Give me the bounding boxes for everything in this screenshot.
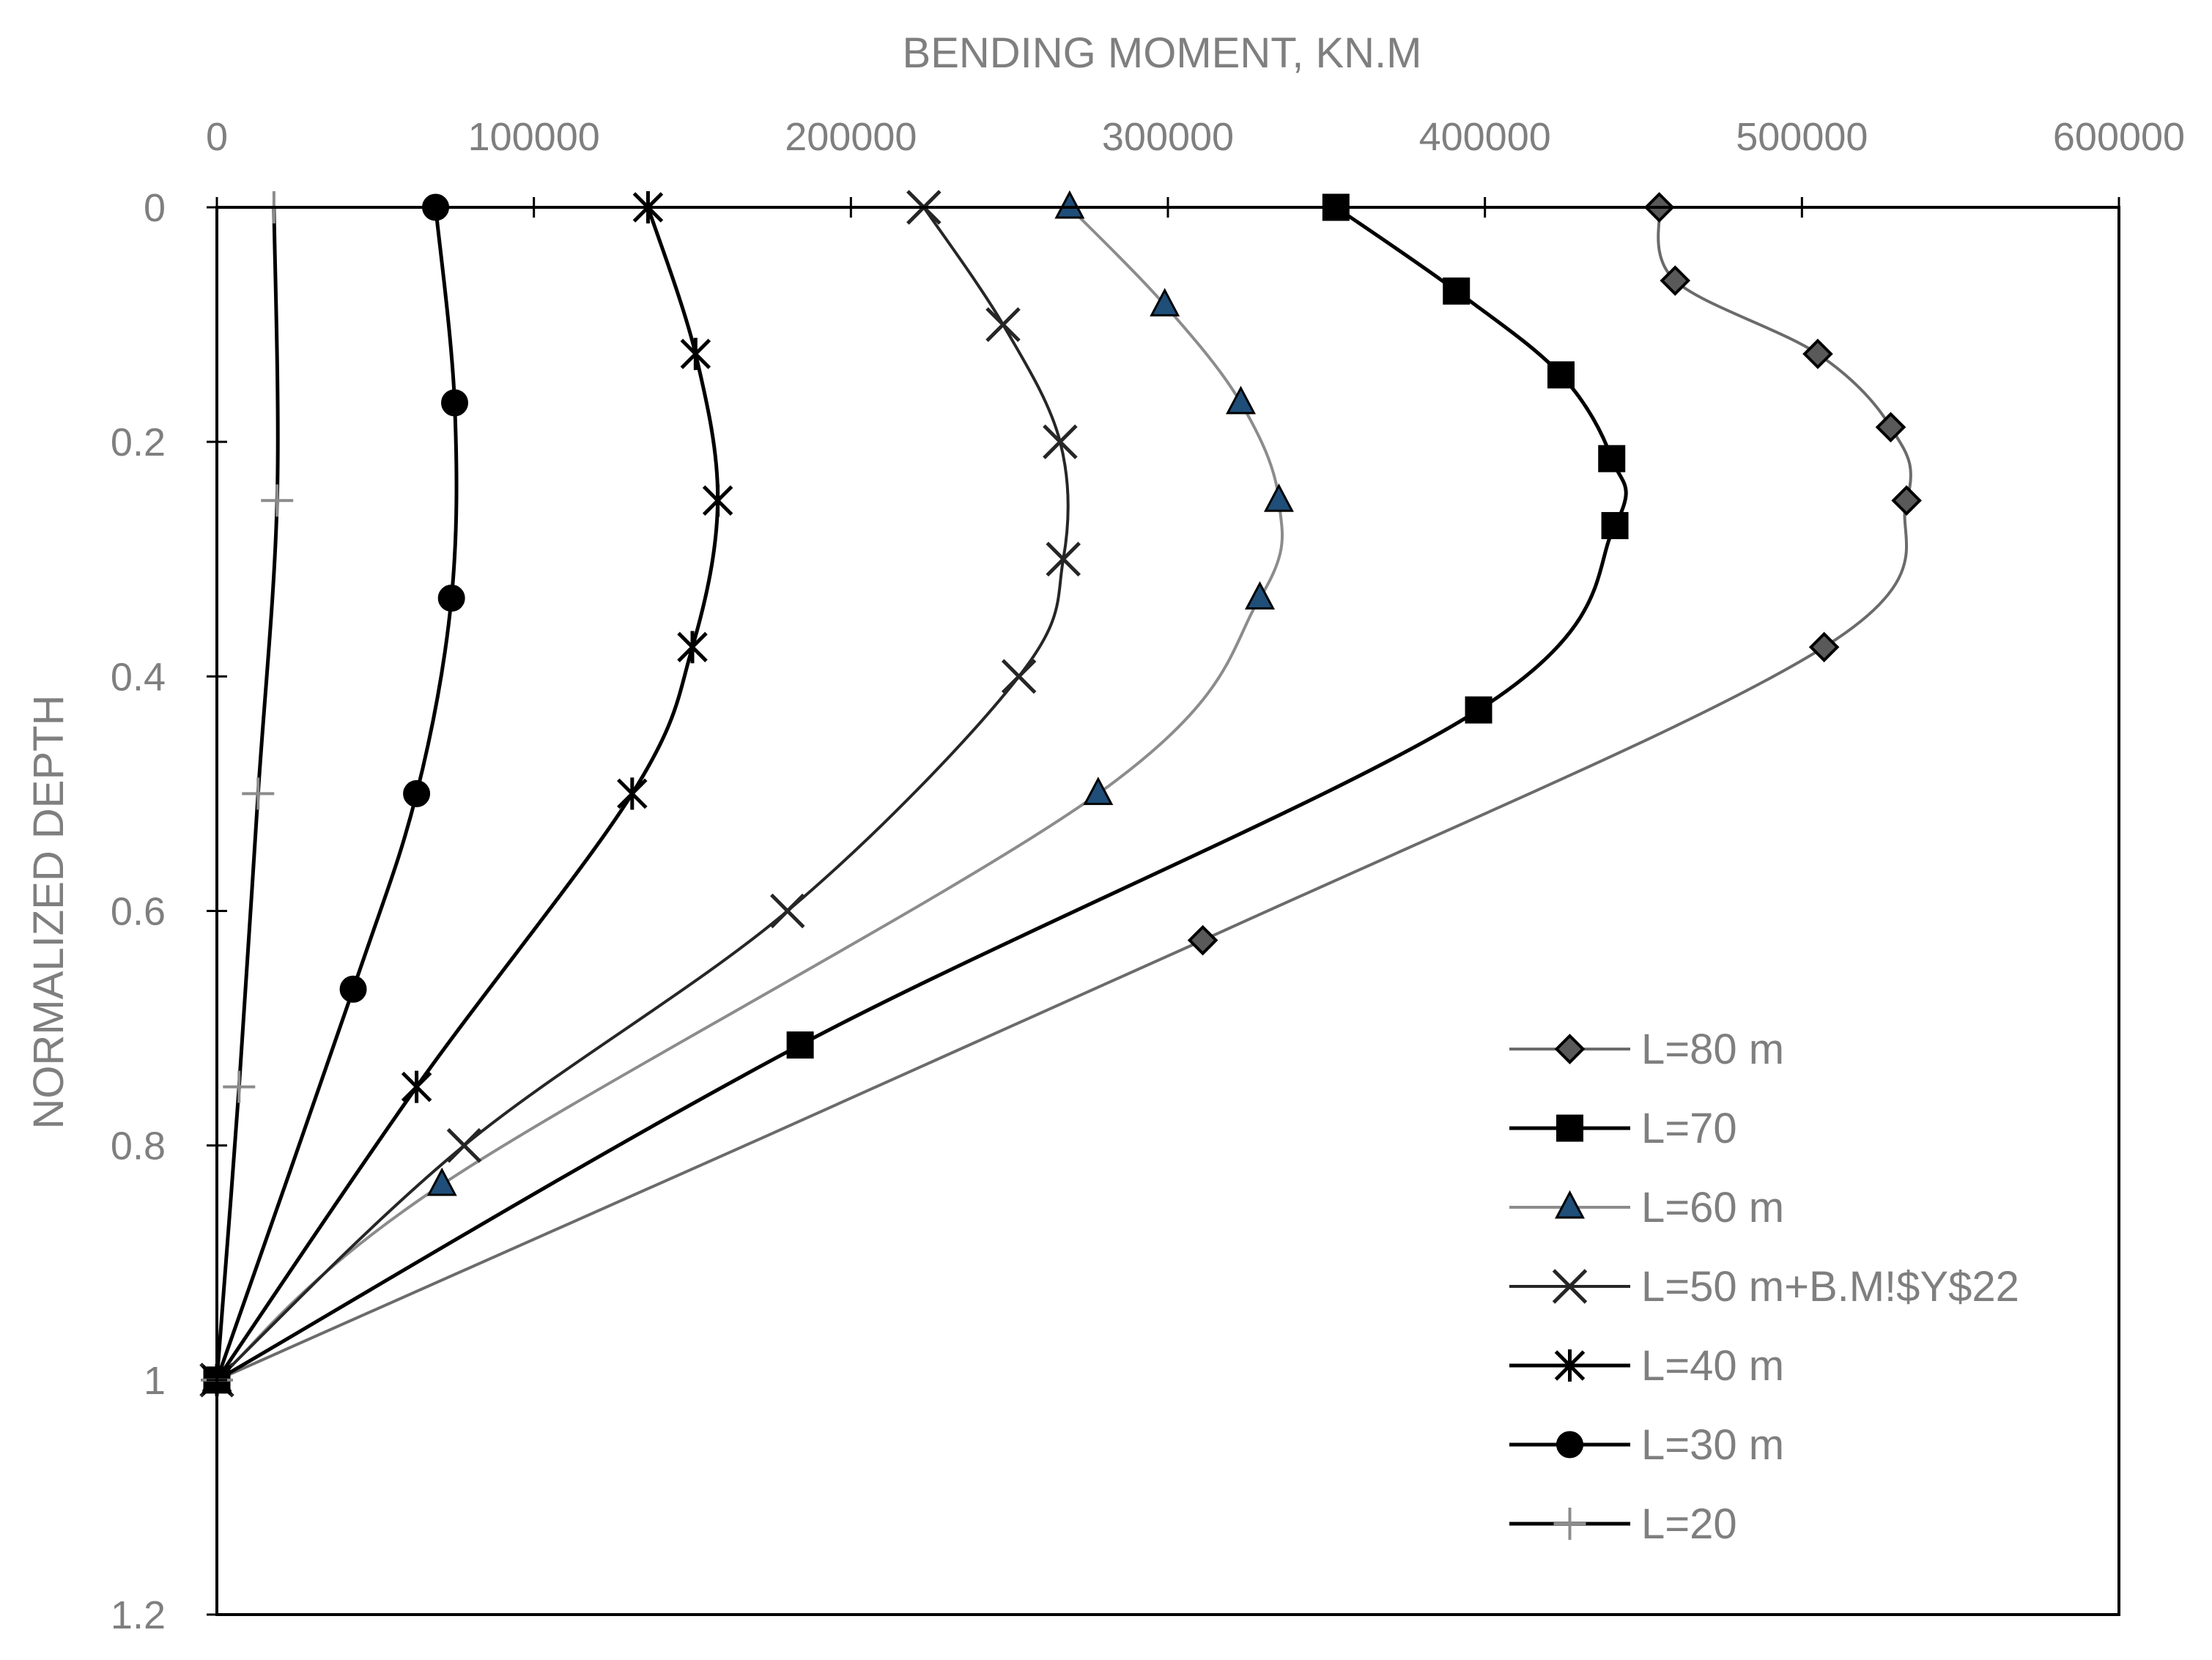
data-point — [1598, 445, 1626, 473]
x-tick-label: 300000 — [1102, 115, 1234, 159]
legend-label: L=70 — [1641, 1105, 1737, 1152]
x-tick-label: 400000 — [1419, 115, 1551, 159]
legend-swatch-marker — [1553, 1508, 1586, 1540]
y-axis-title: NORMALIZED DEPTH — [25, 695, 73, 1130]
marker-stroke — [770, 893, 805, 929]
x-tick-label: 200000 — [785, 115, 917, 159]
legend-item: L=30 m — [1509, 1421, 1784, 1469]
marker-stroke — [985, 307, 1021, 342]
data-point — [339, 975, 367, 1003]
legend-swatch-marker — [1555, 1190, 1585, 1219]
series-line — [216, 207, 1912, 1382]
y-tick-label: 0.6 — [111, 890, 166, 934]
series-group — [203, 193, 1629, 1394]
legend-swatch-marker — [1556, 1431, 1583, 1459]
axes-layer: 0 100000 200000 300000 400000 500000 600000 0 0.… — [111, 115, 2185, 1637]
marker-stroke — [1001, 659, 1037, 694]
series-line — [215, 207, 720, 1382]
data-point — [437, 585, 465, 612]
data-point — [1891, 485, 1922, 516]
data-point — [441, 389, 468, 417]
y-tick-label: 0.2 — [111, 420, 166, 464]
legend-label: L=40 m — [1641, 1342, 1784, 1390]
data-point — [401, 1070, 432, 1103]
legend-item: L=60 m — [1509, 1184, 1784, 1231]
y-tick-label: 0.8 — [111, 1124, 166, 1168]
marker-stroke — [446, 1127, 482, 1163]
legend-item: L=20 — [1509, 1500, 1737, 1548]
data-point — [702, 484, 733, 517]
data-point — [1187, 925, 1218, 956]
data-point — [223, 1070, 256, 1103]
data-point — [617, 777, 648, 810]
series-line — [215, 205, 1628, 1382]
y-tick-label: 1 — [144, 1359, 166, 1403]
data-point — [261, 484, 294, 517]
x-tick-label: 600000 — [2053, 115, 2185, 159]
legend-swatch-marker — [1556, 1114, 1583, 1142]
data-point — [1443, 277, 1471, 305]
data-point — [1043, 424, 1078, 459]
y-tick-label: 1.2 — [111, 1593, 166, 1637]
series-group — [201, 192, 1922, 1396]
y-tick-label: 0.4 — [111, 655, 166, 699]
x-tick-label: 100000 — [468, 115, 600, 159]
marker-stroke — [1552, 1269, 1588, 1304]
legend-item: L=40 m — [1509, 1342, 1784, 1390]
x-tick-label: 0 — [206, 115, 228, 159]
legend: L=80 m L=70 L=60 m L=50 m+B.M!$Y$22 L=40 m L=… — [1509, 1026, 2019, 1548]
x-axis-title: BENDING MOMENT, KN.M — [903, 29, 1422, 77]
legend-label: L=80 m — [1641, 1026, 1784, 1073]
legend-label: L=50 m+B.M!$Y$22 — [1641, 1263, 2019, 1311]
legend-label: L=20 — [1641, 1500, 1737, 1548]
legend-item: L=70 — [1509, 1105, 1737, 1152]
marker-stroke — [1046, 541, 1081, 577]
data-point — [1263, 483, 1294, 512]
data-point — [1802, 338, 1833, 369]
data-point — [1150, 288, 1180, 316]
data-point — [446, 1127, 482, 1163]
data-point — [1808, 631, 1840, 663]
plot-layer — [199, 190, 1922, 1398]
data-point — [677, 631, 708, 664]
y-tick-label: 0 — [144, 186, 166, 230]
data-point — [1244, 581, 1275, 610]
legend-label: L=60 m — [1641, 1184, 1784, 1231]
data-point — [1660, 265, 1691, 296]
x-tick-label: 500000 — [1736, 115, 1868, 159]
data-point — [1465, 696, 1492, 724]
data-point — [770, 893, 805, 929]
data-point — [242, 777, 275, 810]
data-point — [403, 779, 431, 807]
legend-item: L=80 m — [1509, 1026, 1784, 1073]
data-point — [1083, 777, 1114, 805]
data-point — [1046, 541, 1081, 577]
legend-item: L=50 m+B.M!$Y$22 — [1509, 1263, 2019, 1311]
data-point — [1054, 190, 1085, 219]
data-point — [1601, 511, 1629, 539]
marker-stroke — [1043, 424, 1078, 459]
data-point — [1547, 361, 1575, 389]
data-point — [786, 1031, 814, 1059]
legend-swatch-marker — [1552, 1269, 1588, 1304]
data-point — [1875, 412, 1906, 442]
legend-label: L=30 m — [1641, 1421, 1784, 1469]
data-point — [1226, 385, 1257, 415]
data-point — [1001, 659, 1037, 694]
data-point — [426, 1167, 457, 1196]
legend-swatch-marker — [1554, 1349, 1586, 1382]
legend-swatch-marker — [1554, 1034, 1586, 1064]
data-point — [985, 307, 1021, 342]
data-point — [680, 338, 711, 371]
